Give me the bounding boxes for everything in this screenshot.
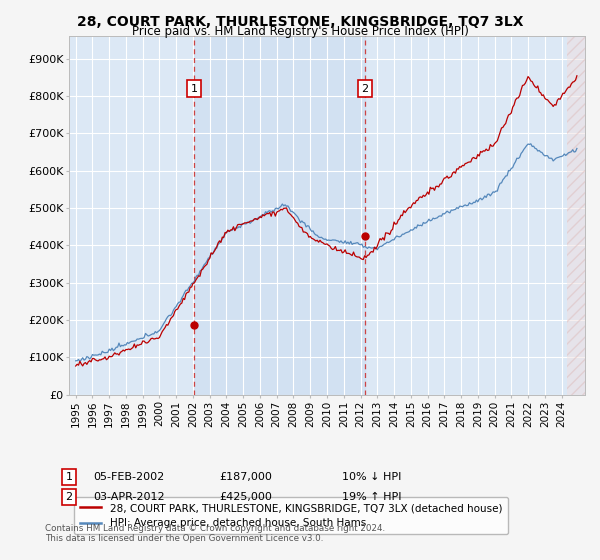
Text: 1: 1 — [65, 472, 73, 482]
Text: 10% ↓ HPI: 10% ↓ HPI — [342, 472, 401, 482]
Text: Price paid vs. HM Land Registry's House Price Index (HPI): Price paid vs. HM Land Registry's House … — [131, 25, 469, 38]
Text: 03-APR-2012: 03-APR-2012 — [93, 492, 164, 502]
Legend: 28, COURT PARK, THURLESTONE, KINGSBRIDGE, TQ7 3LX (detached house), HPI: Average: 28, COURT PARK, THURLESTONE, KINGSBRIDGE… — [74, 497, 508, 534]
Text: 2: 2 — [361, 83, 368, 94]
Text: 28, COURT PARK, THURLESTONE, KINGSBRIDGE, TQ7 3LX: 28, COURT PARK, THURLESTONE, KINGSBRIDGE… — [77, 15, 523, 29]
Text: £187,000: £187,000 — [219, 472, 272, 482]
Text: 1: 1 — [191, 83, 198, 94]
Text: This data is licensed under the Open Government Licence v3.0.: This data is licensed under the Open Gov… — [45, 534, 323, 543]
Text: 05-FEB-2002: 05-FEB-2002 — [93, 472, 164, 482]
Text: £425,000: £425,000 — [219, 492, 272, 502]
Text: Contains HM Land Registry data © Crown copyright and database right 2024.: Contains HM Land Registry data © Crown c… — [45, 524, 385, 533]
Text: 2: 2 — [65, 492, 73, 502]
Text: 19% ↑ HPI: 19% ↑ HPI — [342, 492, 401, 502]
Bar — [566, 36, 585, 395]
Bar — [566, 36, 585, 395]
